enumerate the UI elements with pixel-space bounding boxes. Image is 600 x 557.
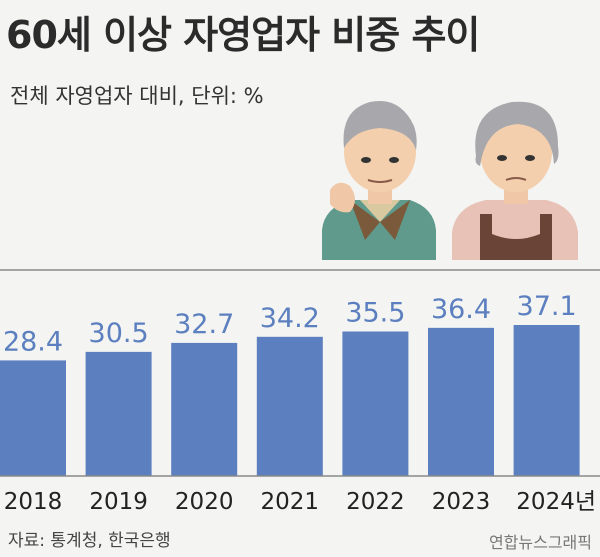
source-note: 자료: 통계청, 한국은행: [8, 531, 171, 551]
bar-2020: [171, 342, 238, 476]
bar-2018: [0, 360, 66, 476]
x-tick-label-2024년: 2024년: [516, 489, 596, 515]
value-label-2022: 35.5: [345, 298, 405, 329]
chart-title: 60세 이상 자영업자 비중 추이: [6, 13, 480, 57]
grandfather-icon: [322, 101, 436, 260]
bar-2019: [85, 351, 152, 476]
grandmother-icon: [452, 101, 578, 260]
x-tick-label-2020: 2020: [175, 489, 234, 515]
value-label-2020: 32.7: [174, 309, 234, 340]
value-label-2021: 34.2: [260, 303, 320, 334]
chart-subtitle: 전체 자영업자 대비, 단위: %: [10, 84, 264, 108]
x-tick-label-2021: 2021: [261, 489, 320, 515]
value-label-2024년: 37.1: [517, 291, 577, 322]
x-tick-label-2022: 2022: [346, 489, 405, 515]
value-label-2018: 28.4: [3, 326, 63, 357]
elderly-couple-illustration: [322, 101, 578, 260]
bar-2021: [256, 336, 323, 476]
x-tick-label-2018: 2018: [4, 489, 63, 515]
bar-2024년: [513, 325, 580, 476]
value-label-2023: 36.4: [431, 294, 491, 325]
credit-note: 연합뉴스그래픽: [488, 533, 592, 552]
x-tick-label-2023: 2023: [432, 489, 491, 515]
x-tick-label-2019: 2019: [89, 489, 148, 515]
bar-2022: [342, 331, 409, 476]
bar-2023: [428, 327, 494, 476]
value-label-2019: 30.5: [89, 318, 149, 349]
